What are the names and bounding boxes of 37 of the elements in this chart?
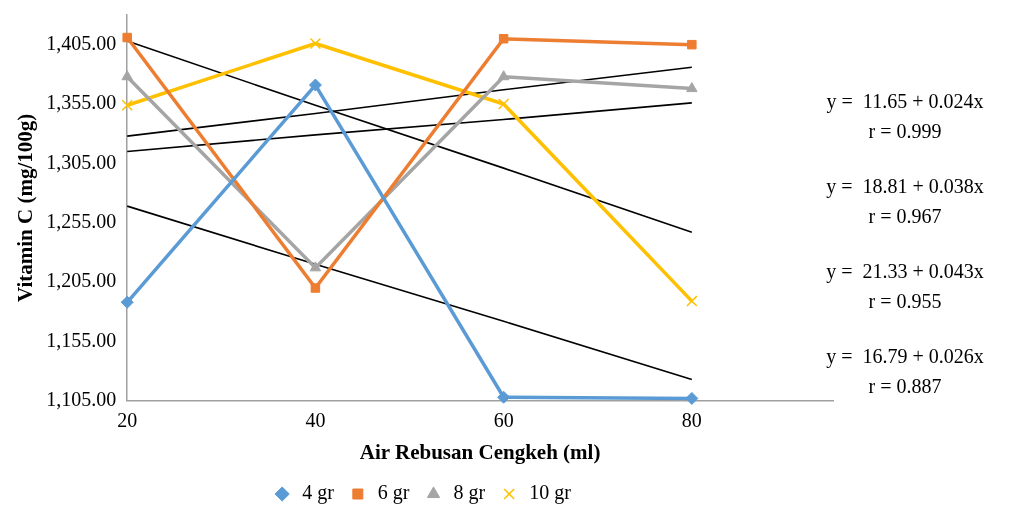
legend-label: 4 gr	[302, 481, 335, 505]
y-tick-label: 1,405.00	[46, 31, 117, 54]
y-tick-label: 1,305.00	[46, 150, 117, 173]
legend-label: 6 gr	[377, 481, 410, 505]
y-axis-title: Vitamin C (mg/100g)	[13, 113, 38, 302]
y-tick-label: 1,355.00	[46, 91, 117, 114]
x-tick-label: 40	[305, 409, 326, 432]
annotation: y = 18.81 + 0.038x r = 0.967	[826, 175, 984, 228]
point	[686, 295, 698, 307]
point	[687, 39, 697, 50]
x-tick-label: 60	[493, 409, 514, 432]
x-axis-title: Air Rebusan Cengkeh (ml)	[359, 439, 601, 464]
y-tick-label: 1,155.00	[46, 328, 117, 351]
legend-label: 10 gr	[529, 481, 572, 505]
legend-label: 8 gr	[453, 481, 486, 505]
y-tick-label: 1,205.00	[46, 269, 117, 292]
point	[310, 283, 321, 293]
point	[685, 391, 699, 405]
x-tick-label: 20	[117, 409, 138, 432]
annotation: y = 16.79 + 0.026x r = 0.887	[826, 345, 984, 398]
point	[308, 78, 322, 92]
point	[121, 70, 133, 81]
point	[498, 34, 509, 44]
point	[497, 390, 511, 404]
point	[121, 99, 133, 111]
point	[122, 32, 132, 43]
point	[309, 37, 322, 50]
point	[686, 82, 698, 93]
point	[309, 261, 322, 272]
point	[120, 295, 134, 309]
x-tick-label: 80	[681, 409, 702, 432]
point	[497, 70, 510, 81]
annotation: y = 21.33 + 0.043x r = 0.955	[826, 260, 984, 313]
annotation: y = 11.65 + 0.024x r = 0.999	[826, 90, 984, 143]
y-tick-label: 1,255.00	[46, 209, 117, 232]
point	[497, 98, 510, 110]
y-tick-label: 1,105.00	[46, 388, 117, 411]
